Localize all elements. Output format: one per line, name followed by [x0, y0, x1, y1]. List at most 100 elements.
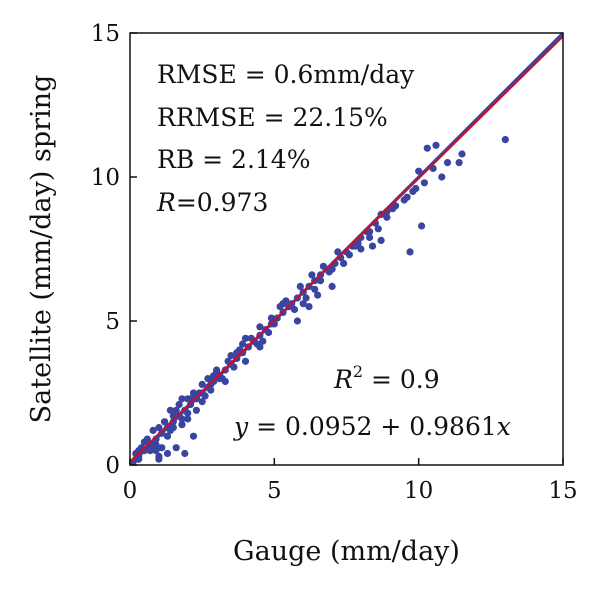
y-axis-label: Satellite (mm/day) spring	[26, 75, 57, 424]
data-point	[172, 406, 180, 414]
data-point	[178, 421, 186, 429]
data-point	[296, 282, 304, 290]
data-point	[155, 424, 163, 432]
data-point	[458, 150, 466, 158]
data-point	[204, 375, 212, 383]
data-point	[438, 173, 446, 181]
data-point	[302, 294, 310, 302]
rmse-annotation: RMSE = 0.6mm/day	[157, 60, 415, 89]
data-point	[406, 248, 414, 256]
data-point	[239, 340, 247, 348]
data-point	[241, 357, 250, 365]
data-point	[311, 285, 319, 293]
data-point	[161, 418, 169, 426]
data-point	[213, 366, 221, 374]
data-point	[293, 317, 301, 325]
data-point	[178, 395, 186, 403]
y-tick-label: 0	[105, 453, 120, 479]
data-point	[374, 225, 382, 233]
scatter-points	[129, 136, 509, 466]
data-point	[351, 242, 359, 250]
r2-exponent: 2	[353, 362, 363, 381]
data-point	[319, 262, 327, 270]
r2-value: = 0.9	[363, 365, 440, 394]
data-point	[290, 305, 299, 314]
r2-symbol: R	[333, 365, 353, 394]
data-point	[201, 392, 209, 400]
data-point	[227, 352, 235, 360]
data-point	[184, 415, 192, 423]
data-point	[175, 400, 183, 409]
data-point	[328, 282, 336, 290]
data-point	[366, 233, 374, 242]
data-point	[377, 236, 385, 244]
data-point	[316, 277, 325, 285]
data-point	[308, 271, 316, 279]
data-point	[163, 432, 172, 440]
data-point	[443, 159, 452, 167]
data-point	[314, 291, 322, 299]
eq-x-symbol: x	[497, 412, 511, 441]
x-tick-label: 5	[267, 478, 282, 504]
data-point	[368, 242, 377, 250]
data-point	[345, 251, 353, 259]
data-point	[423, 144, 431, 152]
x-tick-label: 10	[404, 478, 433, 504]
data-point	[305, 303, 313, 311]
data-point	[415, 167, 423, 175]
x-tick-label: 0	[123, 478, 138, 504]
data-point	[340, 259, 348, 267]
data-point	[181, 449, 189, 458]
data-point	[501, 136, 509, 144]
data-point	[163, 449, 172, 458]
data-point	[184, 409, 192, 417]
plot-area-frame	[129, 32, 564, 466]
regression-line	[129, 35, 564, 464]
data-point	[184, 395, 192, 403]
r-symbol: R	[156, 188, 176, 217]
data-point	[230, 363, 238, 371]
data-point	[241, 334, 250, 342]
y-tick-label: 5	[105, 309, 120, 335]
data-point	[146, 447, 154, 455]
data-point	[282, 297, 290, 305]
data-point	[149, 426, 157, 434]
data-point	[299, 300, 307, 308]
x-axis-label: Gauge (mm/day)	[233, 536, 460, 567]
data-point	[265, 328, 273, 337]
r2-annotation: R2 = 0.9	[333, 362, 440, 394]
data-point	[166, 406, 174, 414]
data-point	[158, 444, 166, 452]
eq-y-symbol: y	[233, 412, 249, 441]
data-point	[455, 159, 463, 167]
rrmse-annotation: RRMSE = 22.15%	[157, 103, 388, 132]
data-point	[152, 447, 160, 455]
data-point	[400, 196, 408, 204]
x-axis-ticks: 0 5 10 15	[123, 458, 578, 504]
data-point	[357, 245, 365, 253]
regression-equation: y = 0.0952 + 0.9861x	[233, 412, 511, 441]
data-point	[198, 398, 206, 406]
data-point	[256, 323, 264, 331]
data-point	[155, 452, 163, 460]
y-tick-label: 10	[91, 165, 120, 191]
data-point	[172, 444, 180, 452]
data-point	[432, 141, 440, 149]
r-annotation: R=0.973	[156, 188, 268, 217]
data-point	[178, 415, 186, 423]
y-axis-ticks: 0 5 10 15	[91, 21, 137, 479]
data-point	[259, 337, 267, 345]
data-point	[198, 380, 206, 388]
eq-coefficients: = 0.0952 + 0.9861	[248, 412, 497, 441]
data-point	[189, 389, 198, 397]
data-point	[276, 303, 284, 311]
data-point	[334, 248, 342, 256]
data-point	[420, 179, 428, 187]
data-point	[328, 265, 336, 273]
rb-annotation: RB = 2.14%	[157, 145, 310, 174]
r-value: =0.973	[176, 188, 269, 217]
data-point	[189, 432, 198, 440]
data-point	[152, 441, 160, 449]
y-tick-label: 15	[91, 21, 120, 47]
